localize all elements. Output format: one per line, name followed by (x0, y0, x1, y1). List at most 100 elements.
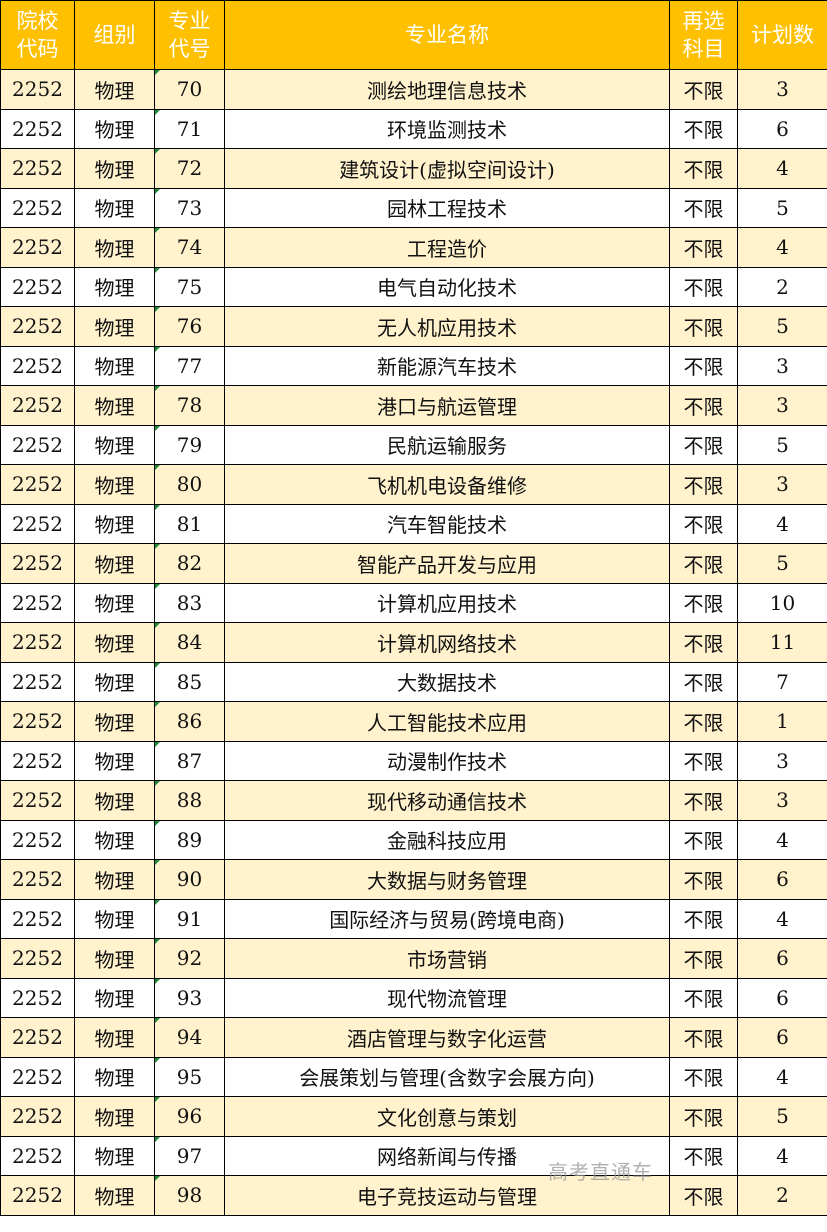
cell-major-name: 汽车智能技术 (224, 503, 670, 544)
cell-group: 物理 (74, 661, 155, 702)
cell-school-code: 2252 (0, 977, 75, 1018)
cell-group: 物理 (74, 1056, 155, 1097)
table-row: 2252 物理 73 园林工程技术 不限 5 (0, 187, 827, 228)
cell-major-name: 大数据与财务管理 (224, 859, 670, 900)
cell-elective-subject: 不限 (669, 740, 738, 781)
cell-elective-subject: 不限 (669, 1135, 738, 1176)
cell-group: 物理 (74, 385, 155, 426)
header-plan-count: 计划数 (737, 0, 827, 70)
cell-school-code: 2252 (0, 661, 75, 702)
table-row: 2252 物理 82 智能产品开发与应用 不限 5 (0, 543, 827, 584)
cell-plan-count: 5 (737, 1096, 827, 1137)
cell-elective-subject: 不限 (669, 938, 738, 979)
cell-major-code: 71 (154, 108, 225, 149)
cell-plan-count: 4 (737, 1056, 827, 1097)
cell-school-code: 2252 (0, 543, 75, 584)
cell-school-code: 2252 (0, 1135, 75, 1176)
cell-plan-count: 5 (737, 424, 827, 465)
cell-elective-subject: 不限 (669, 977, 738, 1018)
table-row: 2252 物理 76 无人机应用技术 不限 5 (0, 306, 827, 347)
cell-plan-count: 6 (737, 1017, 827, 1058)
cell-plan-count: 5 (737, 543, 827, 584)
cell-group: 物理 (74, 819, 155, 860)
cell-plan-count: 7 (737, 661, 827, 702)
cell-plan-count: 10 (737, 582, 827, 623)
table-row: 2252 物理 87 动漫制作技术 不限 3 (0, 740, 827, 781)
header-major-name: 专业名称 (224, 0, 670, 70)
cell-school-code: 2252 (0, 385, 75, 426)
cell-group: 物理 (74, 701, 155, 742)
cell-group: 物理 (74, 938, 155, 979)
table-row: 2252 物理 97 网络新闻与传播 不限 4 (0, 1135, 827, 1176)
cell-school-code: 2252 (0, 345, 75, 386)
cell-major-code: 89 (154, 819, 225, 860)
cell-major-name: 环境监测技术 (224, 108, 670, 149)
cell-major-name: 飞机机电设备维修 (224, 464, 670, 505)
cell-plan-count: 3 (737, 780, 827, 821)
cell-major-code: 83 (154, 582, 225, 623)
cell-plan-count: 3 (737, 345, 827, 386)
cell-elective-subject: 不限 (669, 819, 738, 860)
cell-elective-subject: 不限 (669, 701, 738, 742)
cell-school-code: 2252 (0, 503, 75, 544)
cell-group: 物理 (74, 108, 155, 149)
table-row: 2252 物理 91 国际经济与贸易(跨境电商) 不限 4 (0, 898, 827, 939)
cell-elective-subject: 不限 (669, 503, 738, 544)
cell-elective-subject: 不限 (669, 69, 738, 110)
cell-major-code: 92 (154, 938, 225, 979)
cell-major-name: 电子竞技运动与管理 (224, 1175, 670, 1216)
cell-major-code: 98 (154, 1175, 225, 1216)
cell-elective-subject: 不限 (669, 1056, 738, 1097)
cell-plan-count: 3 (737, 740, 827, 781)
cell-major-code: 72 (154, 148, 225, 189)
table-row: 2252 物理 93 现代物流管理 不限 6 (0, 977, 827, 1018)
cell-plan-count: 3 (737, 385, 827, 426)
cell-group: 物理 (74, 1175, 155, 1216)
cell-major-name: 测绘地理信息技术 (224, 69, 670, 110)
table-row: 2252 物理 78 港口与航运管理 不限 3 (0, 385, 827, 426)
table-row: 2252 物理 84 计算机网络技术 不限 11 (0, 622, 827, 663)
cell-major-name: 动漫制作技术 (224, 740, 670, 781)
cell-school-code: 2252 (0, 148, 75, 189)
cell-major-name: 人工智能技术应用 (224, 701, 670, 742)
cell-group: 物理 (74, 345, 155, 386)
cell-major-code: 88 (154, 780, 225, 821)
table-row: 2252 物理 88 现代移动通信技术 不限 3 (0, 780, 827, 821)
cell-major-code: 80 (154, 464, 225, 505)
table-row: 2252 物理 74 工程造价 不限 4 (0, 227, 827, 268)
table-row: 2252 物理 94 酒店管理与数字化运营 不限 6 (0, 1017, 827, 1058)
cell-elective-subject: 不限 (669, 227, 738, 268)
cell-school-code: 2252 (0, 306, 75, 347)
cell-major-name: 文化创意与策划 (224, 1096, 670, 1137)
cell-major-name: 计算机应用技术 (224, 582, 670, 623)
cell-school-code: 2252 (0, 938, 75, 979)
cell-group: 物理 (74, 424, 155, 465)
cell-school-code: 2252 (0, 622, 75, 663)
cell-major-code: 94 (154, 1017, 225, 1058)
cell-school-code: 2252 (0, 1096, 75, 1137)
table-row: 2252 物理 95 会展策划与管理(含数字会展方向) 不限 4 (0, 1056, 827, 1097)
cell-group: 物理 (74, 977, 155, 1018)
cell-plan-count: 2 (737, 1175, 827, 1216)
cell-major-name: 市场营销 (224, 938, 670, 979)
cell-elective-subject: 不限 (669, 424, 738, 465)
cell-major-name: 港口与航运管理 (224, 385, 670, 426)
cell-group: 物理 (74, 187, 155, 228)
cell-elective-subject: 不限 (669, 780, 738, 821)
cell-elective-subject: 不限 (669, 464, 738, 505)
table-row: 2252 物理 75 电气自动化技术 不限 2 (0, 266, 827, 307)
header-elective-subject: 再选 科目 (669, 0, 738, 70)
cell-major-code: 81 (154, 503, 225, 544)
cell-group: 物理 (74, 1135, 155, 1176)
cell-elective-subject: 不限 (669, 543, 738, 584)
table-row: 2252 物理 71 环境监测技术 不限 6 (0, 108, 827, 149)
cell-major-code: 73 (154, 187, 225, 228)
cell-elective-subject: 不限 (669, 898, 738, 939)
cell-plan-count: 3 (737, 69, 827, 110)
cell-group: 物理 (74, 69, 155, 110)
cell-school-code: 2252 (0, 266, 75, 307)
cell-major-code: 91 (154, 898, 225, 939)
cell-school-code: 2252 (0, 819, 75, 860)
cell-major-name: 现代物流管理 (224, 977, 670, 1018)
